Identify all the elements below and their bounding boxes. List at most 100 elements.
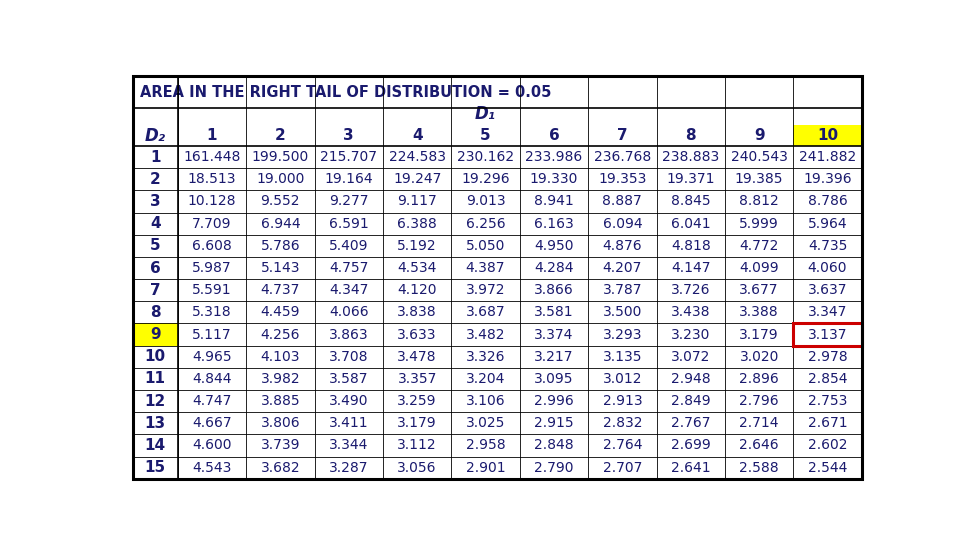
Text: 3.806: 3.806 [261, 416, 299, 431]
Text: 8.786: 8.786 [807, 195, 847, 208]
Text: 3.787: 3.787 [602, 283, 641, 297]
Text: 2: 2 [149, 172, 160, 187]
Text: 3.581: 3.581 [534, 305, 573, 319]
Text: 4.747: 4.747 [192, 394, 232, 408]
Text: 3.677: 3.677 [738, 283, 778, 297]
Text: 199.500: 199.500 [251, 150, 309, 164]
Text: 5.192: 5.192 [397, 239, 436, 253]
Text: 2.764: 2.764 [602, 439, 641, 452]
Text: 3.374: 3.374 [534, 328, 573, 342]
Text: 6.163: 6.163 [534, 216, 574, 231]
Text: 4: 4 [149, 216, 160, 231]
Text: 19.000: 19.000 [256, 172, 304, 186]
Text: 5.987: 5.987 [192, 261, 232, 275]
Text: 3.478: 3.478 [397, 350, 436, 364]
Text: 3.230: 3.230 [671, 328, 709, 342]
Text: 5.318: 5.318 [192, 305, 232, 319]
Text: 5.591: 5.591 [192, 283, 232, 297]
Text: 2.602: 2.602 [807, 439, 846, 452]
Text: 2.901: 2.901 [465, 461, 505, 475]
Text: 8.845: 8.845 [671, 195, 710, 208]
Text: 8.887: 8.887 [602, 195, 641, 208]
Text: 2.753: 2.753 [807, 394, 846, 408]
Text: 14: 14 [144, 438, 166, 453]
Text: 3.411: 3.411 [328, 416, 368, 431]
Text: 2.641: 2.641 [671, 461, 710, 475]
Text: 230.162: 230.162 [456, 150, 514, 164]
Text: 12: 12 [144, 393, 166, 409]
Text: 4.256: 4.256 [261, 328, 299, 342]
Text: 7: 7 [149, 283, 160, 298]
Text: 3.204: 3.204 [465, 372, 505, 386]
Text: 3.682: 3.682 [261, 461, 299, 475]
Text: 13: 13 [144, 416, 166, 431]
Text: 4.600: 4.600 [192, 439, 232, 452]
Text: 7: 7 [616, 128, 627, 143]
Text: 4.950: 4.950 [534, 239, 573, 253]
Text: 4.735: 4.735 [807, 239, 846, 253]
Text: 3.388: 3.388 [738, 305, 778, 319]
Text: 5.117: 5.117 [192, 328, 232, 342]
Text: 2.767: 2.767 [671, 416, 709, 431]
Text: 3.179: 3.179 [738, 328, 778, 342]
Text: 3.482: 3.482 [465, 328, 505, 342]
Text: 5.050: 5.050 [465, 239, 505, 253]
Text: 215.707: 215.707 [320, 150, 377, 164]
Text: 19.385: 19.385 [735, 172, 783, 186]
Text: 4.387: 4.387 [465, 261, 505, 275]
Text: 2.958: 2.958 [465, 439, 505, 452]
Text: 3.112: 3.112 [397, 439, 436, 452]
Text: 19.396: 19.396 [802, 172, 851, 186]
Text: 3.072: 3.072 [671, 350, 709, 364]
Text: 8: 8 [149, 305, 160, 320]
Text: 4.772: 4.772 [738, 239, 778, 253]
Text: 2.699: 2.699 [671, 439, 710, 452]
Text: 2.671: 2.671 [807, 416, 847, 431]
Text: 3.739: 3.739 [261, 439, 299, 452]
Text: 4.534: 4.534 [397, 261, 436, 275]
Text: 3.866: 3.866 [534, 283, 574, 297]
Text: 4.757: 4.757 [328, 261, 368, 275]
Text: 5.409: 5.409 [328, 239, 368, 253]
Text: 19.296: 19.296 [460, 172, 510, 186]
Text: 3.259: 3.259 [397, 394, 436, 408]
Text: 1: 1 [150, 149, 160, 165]
Text: 3.500: 3.500 [602, 305, 641, 319]
Text: 4.737: 4.737 [261, 283, 299, 297]
Text: 4.818: 4.818 [671, 239, 710, 253]
Text: 3.687: 3.687 [465, 305, 505, 319]
Text: 5: 5 [480, 128, 490, 143]
Text: 241.882: 241.882 [798, 150, 856, 164]
Text: 3.106: 3.106 [465, 394, 505, 408]
Text: 4.207: 4.207 [602, 261, 641, 275]
Text: 7.709: 7.709 [192, 216, 232, 231]
Text: 3.135: 3.135 [602, 350, 641, 364]
Text: 4.965: 4.965 [192, 350, 232, 364]
Text: 3.438: 3.438 [671, 305, 709, 319]
Text: 10: 10 [816, 128, 837, 143]
Text: 18.513: 18.513 [187, 172, 235, 186]
Text: 4.347: 4.347 [328, 283, 368, 297]
Text: 19.164: 19.164 [324, 172, 373, 186]
Text: 10.128: 10.128 [187, 195, 235, 208]
Text: 3.179: 3.179 [397, 416, 436, 431]
Text: 2: 2 [274, 128, 286, 143]
Text: 15: 15 [144, 460, 166, 475]
Text: 19.353: 19.353 [598, 172, 646, 186]
Text: 2.588: 2.588 [738, 461, 778, 475]
Text: 6.608: 6.608 [192, 239, 232, 253]
Text: 5.786: 5.786 [261, 239, 299, 253]
Text: 11: 11 [144, 372, 166, 386]
Bar [133, 324, 177, 346]
Text: 2.848: 2.848 [534, 439, 573, 452]
Text: 3.293: 3.293 [602, 328, 641, 342]
Text: 4.844: 4.844 [192, 372, 232, 386]
Bar [793, 125, 860, 146]
Text: 3.972: 3.972 [465, 283, 505, 297]
Text: 3.025: 3.025 [465, 416, 505, 431]
Text: 5.964: 5.964 [807, 216, 847, 231]
Text: 3.217: 3.217 [534, 350, 573, 364]
Text: 3.137: 3.137 [807, 328, 846, 342]
Text: 2.796: 2.796 [738, 394, 778, 408]
Text: 4: 4 [412, 128, 422, 143]
